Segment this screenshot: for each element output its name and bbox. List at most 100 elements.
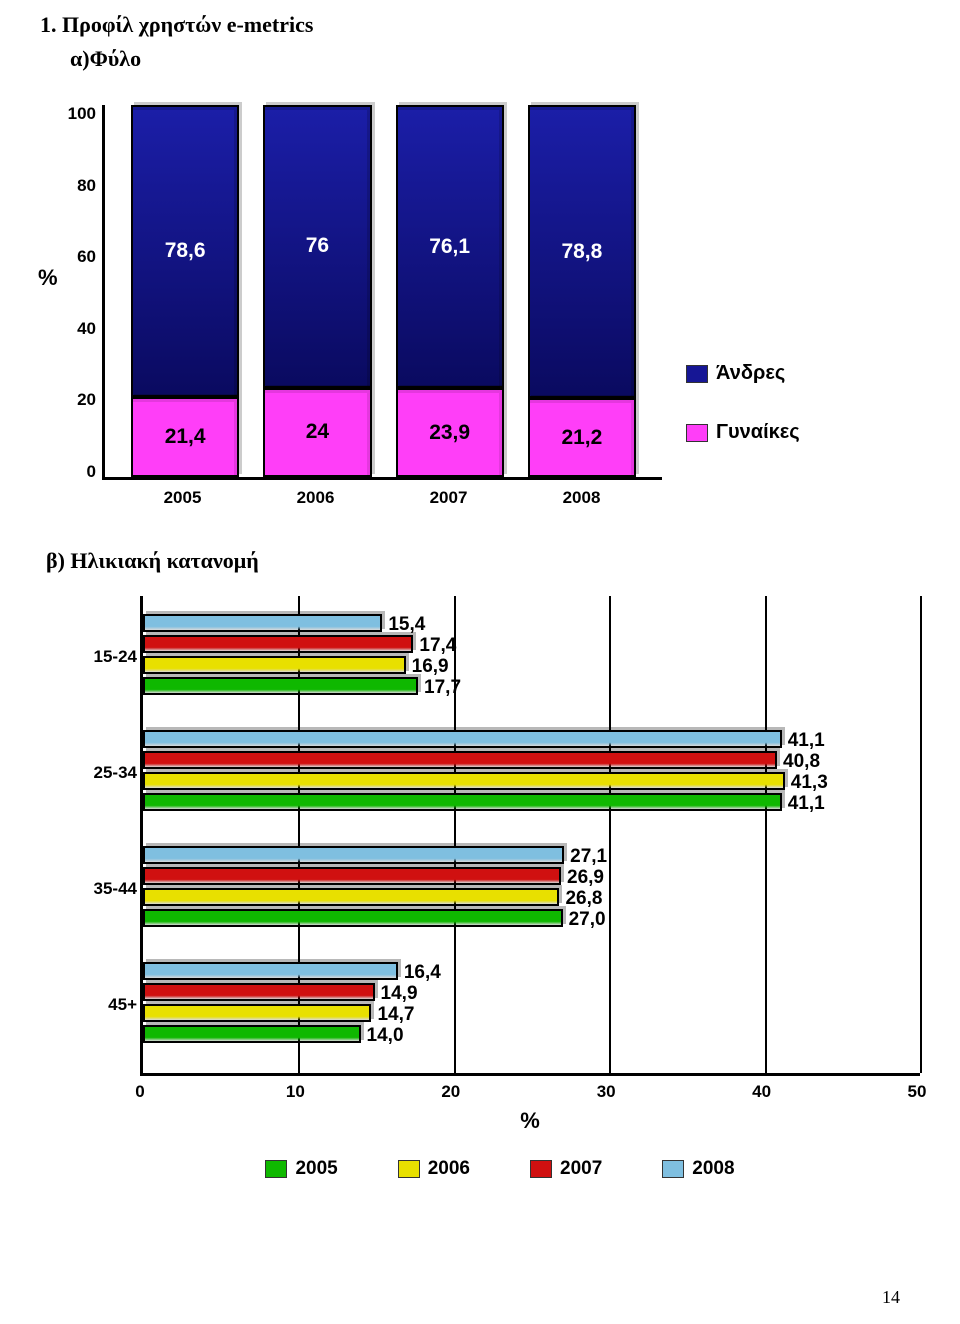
legend-label: 2006 bbox=[428, 1158, 470, 1180]
x-tick: 2005 bbox=[128, 488, 237, 508]
x-tick: 30 bbox=[597, 1082, 616, 1102]
series-bar-2007: 26,9 bbox=[143, 867, 561, 885]
bar-value-label: 27,1 bbox=[570, 846, 607, 868]
x-tick: 40 bbox=[752, 1082, 771, 1102]
section-title-3: β) Ηλικιακή κατανομή bbox=[46, 548, 920, 574]
legend-item: 2007 bbox=[530, 1158, 602, 1180]
bar-column: 7624 bbox=[263, 105, 371, 477]
women-segment: 24 bbox=[263, 388, 371, 477]
x-axis-label: % bbox=[140, 1108, 920, 1134]
legend-swatch bbox=[686, 365, 708, 383]
legend-swatch bbox=[530, 1160, 552, 1178]
bar-value-label: 17,4 bbox=[419, 635, 456, 657]
men-segment: 78,8 bbox=[528, 105, 636, 398]
category-label: 45+ bbox=[81, 995, 137, 1015]
series-bar-2005: 14,0 bbox=[143, 1025, 361, 1043]
legend-label: 2008 bbox=[692, 1158, 734, 1180]
men-segment: 76,1 bbox=[396, 105, 504, 388]
legend-item: 2008 bbox=[662, 1158, 734, 1180]
gridline bbox=[609, 596, 611, 1073]
series-bar-2008: 16,4 bbox=[143, 962, 398, 980]
y-axis-label: % bbox=[38, 265, 58, 291]
gridline bbox=[765, 596, 767, 1073]
series-bar-2005: 17,7 bbox=[143, 677, 418, 695]
legend-item: 2005 bbox=[265, 1158, 337, 1180]
section-title-1: 1. Προφίλ χρηστών e-metrics bbox=[40, 12, 920, 38]
y-tick: 20 bbox=[60, 391, 96, 408]
x-tick: 0 bbox=[135, 1082, 144, 1102]
y-axis-ticks: 100 80 60 40 20 0 bbox=[60, 105, 96, 480]
legend-swatch bbox=[265, 1160, 287, 1178]
legend-swatch bbox=[662, 1160, 684, 1178]
x-tick: 2008 bbox=[527, 488, 636, 508]
series-bar-2007: 14,9 bbox=[143, 983, 375, 1001]
x-tick: 2007 bbox=[394, 488, 503, 508]
bar-value-label: 14,9 bbox=[381, 983, 418, 1005]
legend-swatch bbox=[398, 1160, 420, 1178]
bar-value-label: 41,1 bbox=[788, 730, 825, 752]
bar-column: 78,621,4 bbox=[131, 105, 239, 477]
gridline bbox=[454, 596, 456, 1073]
legend-label: Γυναίκες bbox=[716, 421, 800, 444]
x-axis-ticks: 01020304050 bbox=[140, 1076, 920, 1106]
series-bar-2008: 41,1 bbox=[143, 730, 782, 748]
bar-value-label: 41,1 bbox=[788, 793, 825, 815]
bar-value-label: 17,7 bbox=[424, 677, 461, 699]
x-axis-ticks: 2005 2006 2007 2008 bbox=[102, 480, 662, 508]
women-segment: 23,9 bbox=[396, 388, 504, 477]
series-bar-2007: 40,8 bbox=[143, 751, 777, 769]
category-label: 25-34 bbox=[81, 763, 137, 783]
series-bar-2006: 14,7 bbox=[143, 1004, 371, 1022]
legend-item: Άνδρες bbox=[686, 362, 800, 385]
y-tick: 60 bbox=[60, 248, 96, 265]
category-label: 35-44 bbox=[81, 879, 137, 899]
bar-value-label: 40,8 bbox=[783, 751, 820, 773]
men-segment: 76 bbox=[263, 105, 371, 388]
women-segment: 21,4 bbox=[131, 397, 239, 477]
bar-column: 78,821,2 bbox=[528, 105, 636, 477]
legend-label: 2005 bbox=[295, 1158, 337, 1180]
page-number: 14 bbox=[882, 1287, 900, 1308]
bar-column: 76,123,9 bbox=[396, 105, 504, 477]
y-tick: 0 bbox=[60, 463, 96, 480]
age-hbar-chart: 15-2415,417,416,917,725-3441,140,841,341… bbox=[80, 596, 920, 1180]
category-label: 15-24 bbox=[81, 647, 137, 667]
legend-item: Γυναίκες bbox=[686, 421, 800, 444]
x-tick: 10 bbox=[286, 1082, 305, 1102]
legend-label: 2007 bbox=[560, 1158, 602, 1180]
gender-stacked-chart: % 100 80 60 40 20 0 78,621,4762476,123,9… bbox=[60, 90, 920, 508]
series-bar-2008: 15,4 bbox=[143, 614, 382, 632]
x-tick: 20 bbox=[441, 1082, 460, 1102]
series-bar-2006: 26,8 bbox=[143, 888, 559, 906]
series-bar-2005: 27,0 bbox=[143, 909, 563, 927]
plot-area: 78,621,4762476,123,978,821,2 bbox=[102, 105, 662, 480]
bar-value-label: 26,9 bbox=[567, 867, 604, 889]
series-bar-2005: 41,1 bbox=[143, 793, 782, 811]
bar-value-label: 16,4 bbox=[404, 962, 441, 984]
bar-value-label: 41,3 bbox=[791, 772, 828, 794]
series-bar-2007: 17,4 bbox=[143, 635, 413, 653]
legend-label: Άνδρες bbox=[716, 362, 785, 385]
series-bar-2008: 27,1 bbox=[143, 846, 564, 864]
bar-value-label: 26,8 bbox=[565, 888, 602, 910]
y-tick: 40 bbox=[60, 320, 96, 337]
y-tick: 100 bbox=[60, 105, 96, 122]
x-tick: 50 bbox=[908, 1082, 927, 1102]
series-bar-2006: 16,9 bbox=[143, 656, 406, 674]
men-segment: 78,6 bbox=[131, 105, 239, 397]
bar-value-label: 16,9 bbox=[412, 656, 449, 678]
bar-value-label: 14,7 bbox=[377, 1004, 414, 1026]
bar-value-label: 27,0 bbox=[569, 909, 606, 931]
women-segment: 21,2 bbox=[528, 398, 636, 477]
y-tick: 80 bbox=[60, 177, 96, 194]
bar-value-label: 15,4 bbox=[388, 614, 425, 636]
series-bar-2006: 41,3 bbox=[143, 772, 785, 790]
legend-item: 2006 bbox=[398, 1158, 470, 1180]
legend: 2005 2006 2007 2008 bbox=[80, 1158, 920, 1180]
gridline bbox=[920, 596, 922, 1073]
x-tick: 2006 bbox=[261, 488, 370, 508]
section-title-2: α)Φύλο bbox=[70, 46, 920, 72]
legend: Άνδρες Γυναίκες bbox=[686, 362, 800, 480]
bar-value-label: 14,0 bbox=[367, 1025, 404, 1047]
plot-area: 15-2415,417,416,917,725-3441,140,841,341… bbox=[140, 596, 920, 1076]
